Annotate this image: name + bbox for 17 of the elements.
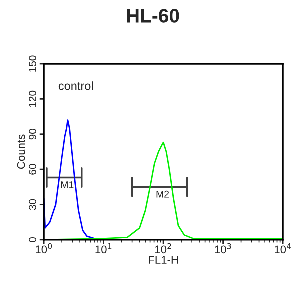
y-tick-label: 90 bbox=[29, 128, 36, 140]
x-tick-label: 10$^{2}$ bbox=[156, 243, 172, 254]
x-tick-label: 10$^{3}$ bbox=[215, 243, 232, 254]
y-tick-label: 0 bbox=[29, 237, 36, 242]
x-tick-label: 10$^{0}$ bbox=[36, 243, 52, 254]
chart-title: HL-60 bbox=[127, 9, 180, 23]
series-label: M1 bbox=[61, 182, 74, 188]
y-tick-label: 150 bbox=[29, 56, 36, 72]
y-axis-title: Counts bbox=[17, 134, 26, 170]
x-tick-label: 10$^{4}$ bbox=[275, 244, 292, 254]
annotation: control bbox=[58, 82, 94, 90]
x-tick-label: 10$^{1}$ bbox=[96, 244, 112, 254]
series-label: M2 bbox=[156, 190, 170, 198]
y-tick-label: 60 bbox=[29, 164, 36, 175]
x-axis-title: FL1-H bbox=[149, 256, 178, 264]
y-tick-label: 30 bbox=[29, 199, 36, 210]
y-tick-label: 120 bbox=[29, 90, 36, 108]
